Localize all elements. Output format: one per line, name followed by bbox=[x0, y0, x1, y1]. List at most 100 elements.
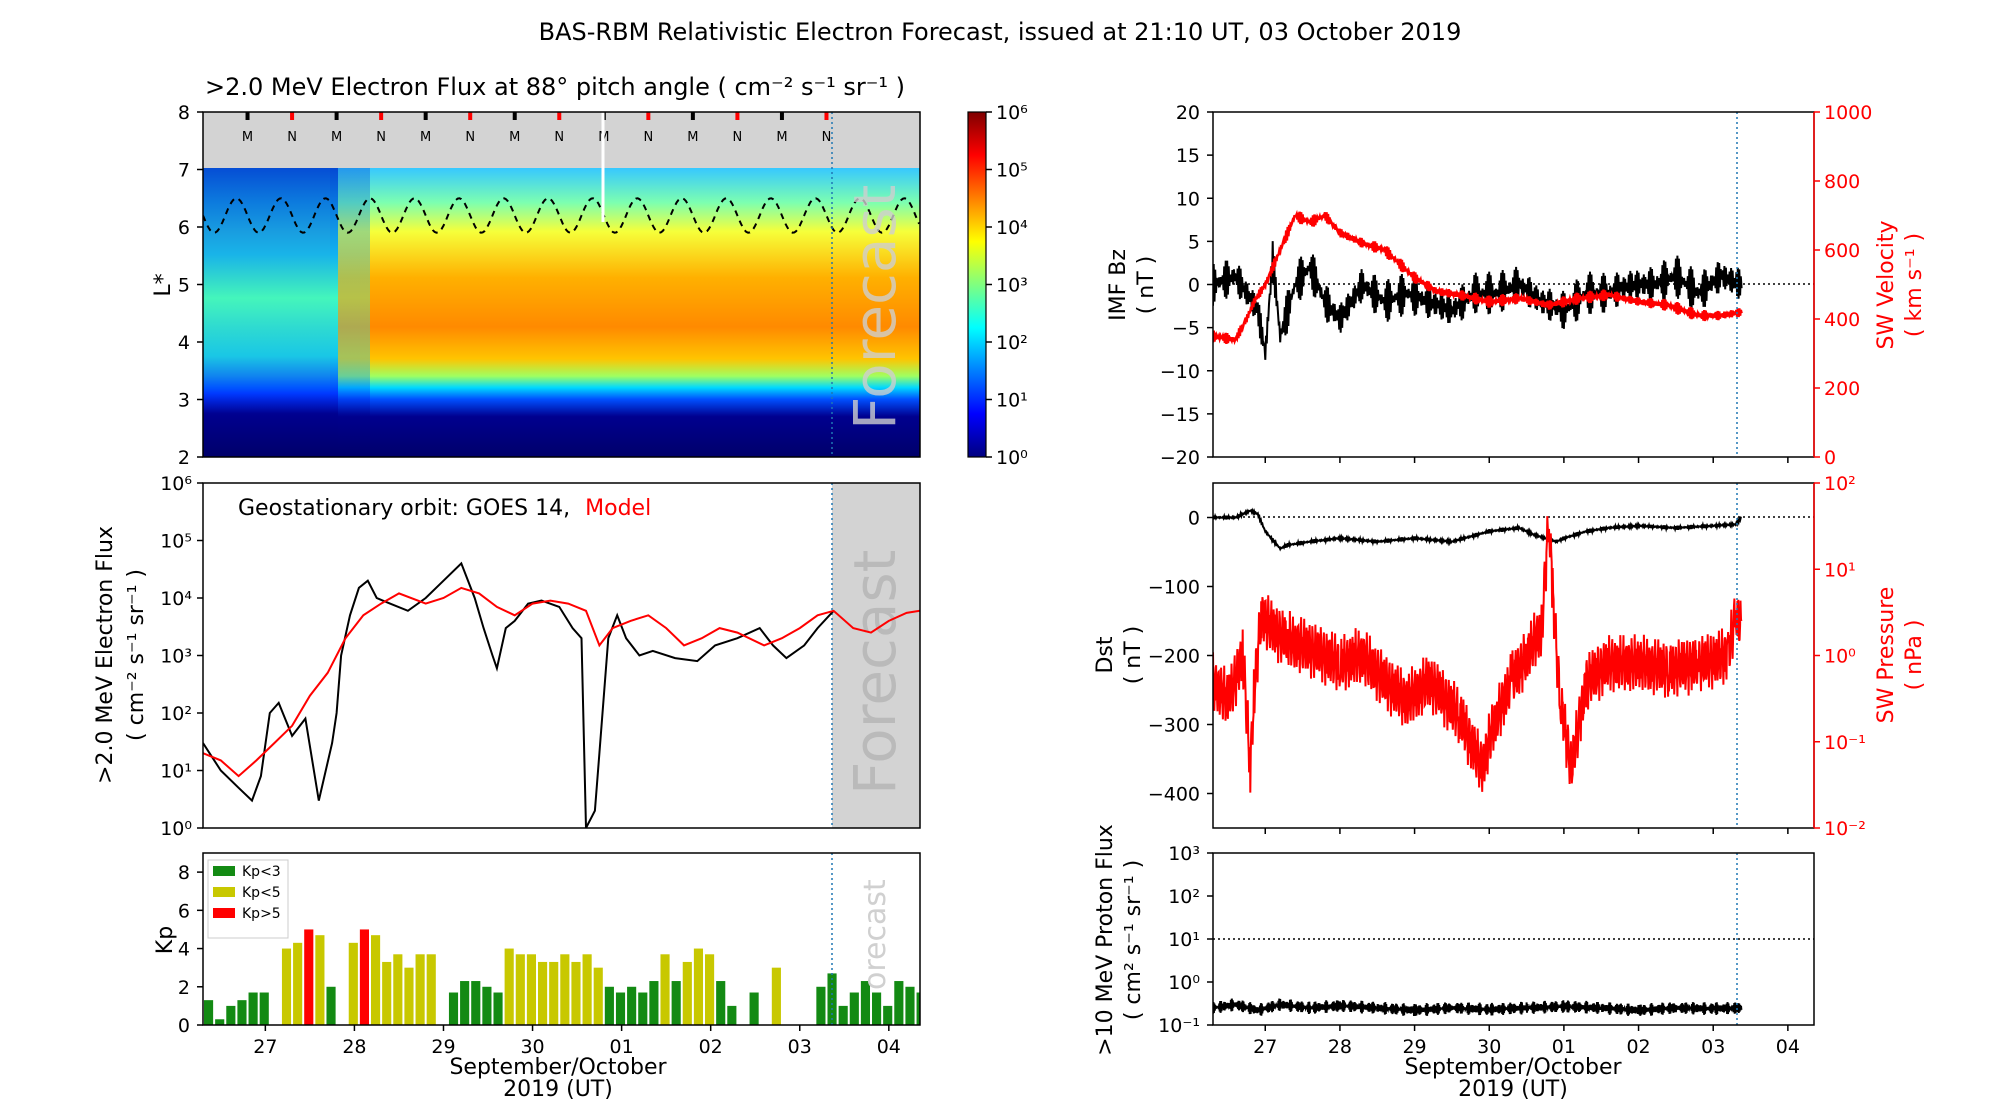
orbit-label: N bbox=[643, 130, 653, 145]
dst-time-ticks bbox=[1264, 828, 1789, 834]
kp-bar bbox=[950, 1000, 959, 1025]
kp-bar bbox=[627, 986, 637, 1025]
kp-bar bbox=[849, 992, 859, 1025]
kp-ytick-label: 0 bbox=[178, 1015, 190, 1037]
flux-map-title: >2.0 MeV Electron Flux at 88° pitch angl… bbox=[205, 73, 905, 101]
dst-ytick-label: −100 bbox=[1148, 577, 1200, 599]
pressure-ytick-label: 10¹ bbox=[1824, 559, 1856, 581]
kp-bar bbox=[538, 961, 548, 1025]
kp-bar bbox=[526, 954, 537, 1025]
proton-yticks: 10³ 10² 10¹ 10⁰ 10⁻¹ bbox=[1158, 843, 1213, 1037]
proton-panel: 10³ 10² 10¹ 10⁰ 10⁻¹ 27 28 29 30 01 02 03 04 >10 Me… bbox=[1093, 824, 1815, 1100]
time-axis-right-ticks: 27 28 29 30 01 02 03 04 bbox=[1253, 1025, 1800, 1058]
orbit-label: N bbox=[822, 130, 832, 145]
proton-ytick-label: 10² bbox=[1168, 886, 1200, 908]
kp-ylabel: Kp bbox=[153, 926, 178, 954]
kp-bar bbox=[504, 948, 514, 1025]
dst-ytick-label: −400 bbox=[1148, 784, 1200, 806]
bz-ytick-label: −15 bbox=[1160, 404, 1200, 426]
bz-series bbox=[1213, 209, 1743, 360]
bz-ylabel-1: IMF Bz bbox=[1106, 249, 1131, 321]
time-axis-right-label-2: 2019 (UT) bbox=[1458, 1077, 1568, 1100]
proton-series bbox=[1213, 998, 1743, 1016]
bz-ytick-label: 15 bbox=[1176, 145, 1200, 167]
bz-yticks: 20 15 10 5 0 −5 −10 −15 −20 bbox=[1160, 102, 1213, 469]
geo-goes-line bbox=[203, 561, 835, 828]
kp-bar bbox=[816, 986, 826, 1025]
time-axis-right-label-1: September/October bbox=[1404, 1055, 1622, 1080]
kp-bar bbox=[928, 1000, 937, 1025]
geo-ylabel-2: ( cm⁻² s⁻¹ sr⁻¹ ) bbox=[124, 569, 149, 741]
geo-yticks: 10⁰ 10¹ 10² 10³ 10⁴ 10⁵ 10⁶ bbox=[160, 473, 203, 840]
kp-bar bbox=[560, 954, 570, 1025]
kp-bar bbox=[582, 954, 592, 1025]
flux-map-panel: >2.0 MeV Electron Flux at 88° pitch angl… bbox=[151, 73, 921, 469]
colorbar-tick-label: 10³ bbox=[996, 275, 1028, 297]
kp-bar bbox=[1072, 1000, 1081, 1025]
flux-map-ytick-label: 6 bbox=[178, 217, 190, 239]
left-time-tick-label: 28 bbox=[342, 1036, 366, 1058]
kp-bar bbox=[359, 929, 370, 1025]
kp-bar bbox=[460, 981, 470, 1025]
flux-map-forecast-label: Forecast bbox=[841, 185, 909, 430]
kp-yticks: 0 2 4 6 8 bbox=[178, 862, 203, 1037]
bz-ytick-label: 0 bbox=[1188, 275, 1200, 297]
bz-time-ticks bbox=[1264, 457, 1789, 463]
geo-forecast-label: Forecast bbox=[841, 550, 909, 795]
proton-flux-line bbox=[1213, 998, 1743, 1016]
kp-bar bbox=[226, 1005, 236, 1025]
orbit-label: N bbox=[376, 130, 386, 145]
dst-line bbox=[1213, 507, 1742, 552]
geo-panel: Forecast Geostationary orbit: GOES 14, M… bbox=[93, 473, 921, 840]
dst-ytick-label: 0 bbox=[1188, 508, 1200, 530]
kp-bar bbox=[1084, 1000, 1093, 1025]
orbit-label: M bbox=[509, 130, 520, 145]
kp-bar bbox=[693, 948, 704, 1025]
geo-frame bbox=[202, 482, 921, 829]
colorbar-tick-label: 10⁵ bbox=[996, 160, 1028, 182]
flux-map-dashed-line bbox=[203, 197, 920, 234]
orbit-label: N bbox=[465, 130, 475, 145]
geo-ytick-label: 10² bbox=[160, 703, 192, 725]
velocity-ytick-label: 400 bbox=[1824, 309, 1860, 331]
pressure-ylabel-2: ( nPa ) bbox=[1902, 620, 1927, 691]
kp-bar bbox=[872, 992, 882, 1025]
geo-forecast-shade bbox=[832, 483, 920, 828]
left-time-tick-label: 03 bbox=[788, 1036, 812, 1058]
kp-bar bbox=[326, 986, 336, 1025]
kp-bar bbox=[671, 981, 681, 1025]
flux-map-yticks: 2 3 4 5 6 7 8 bbox=[178, 102, 203, 469]
flux-map-ytick-label: 4 bbox=[178, 332, 190, 354]
right-time-tick-label: 29 bbox=[1402, 1036, 1426, 1058]
proton-ylabel-1: >10 MeV Proton Flux bbox=[1093, 824, 1118, 1056]
kp-bar bbox=[1061, 1000, 1070, 1025]
kp-bar bbox=[994, 1000, 1003, 1025]
velocity-ytick-label: 200 bbox=[1824, 378, 1860, 400]
right-time-tick-label: 28 bbox=[1328, 1036, 1352, 1058]
flux-map-ytick-label: 8 bbox=[178, 102, 190, 124]
geo-ytick-label: 10¹ bbox=[160, 761, 192, 783]
kp-bar bbox=[393, 954, 403, 1025]
geo-ytick-label: 10⁶ bbox=[160, 473, 192, 495]
kp-legend: Kp<3 Kp<5 Kp>5 bbox=[207, 859, 289, 939]
orbit-band bbox=[203, 112, 920, 168]
kp-bar bbox=[860, 981, 871, 1025]
kp-bar bbox=[682, 961, 692, 1025]
right-time-tick-label: 04 bbox=[1776, 1036, 1800, 1058]
kp-bar bbox=[371, 935, 381, 1025]
left-time-tick-label: 29 bbox=[431, 1036, 455, 1058]
kp-bar bbox=[1028, 1000, 1037, 1025]
kp-bar bbox=[749, 992, 759, 1025]
kp-bar bbox=[482, 986, 492, 1025]
proton-ytick-label: 10³ bbox=[1168, 843, 1200, 865]
geo-legend: Geostationary orbit: GOES 14, Model bbox=[238, 496, 651, 521]
kp-bar bbox=[771, 967, 781, 1025]
kp-bar bbox=[281, 948, 292, 1025]
kp-bar bbox=[248, 992, 258, 1025]
kp-bar bbox=[426, 954, 436, 1025]
dst-yticks: 0 −100 −200 −300 −400 bbox=[1148, 508, 1213, 806]
kp-forecast-label: orecast bbox=[858, 879, 893, 990]
orbit-label: M bbox=[776, 130, 787, 145]
flux-map-ylabel: L* bbox=[151, 273, 176, 296]
